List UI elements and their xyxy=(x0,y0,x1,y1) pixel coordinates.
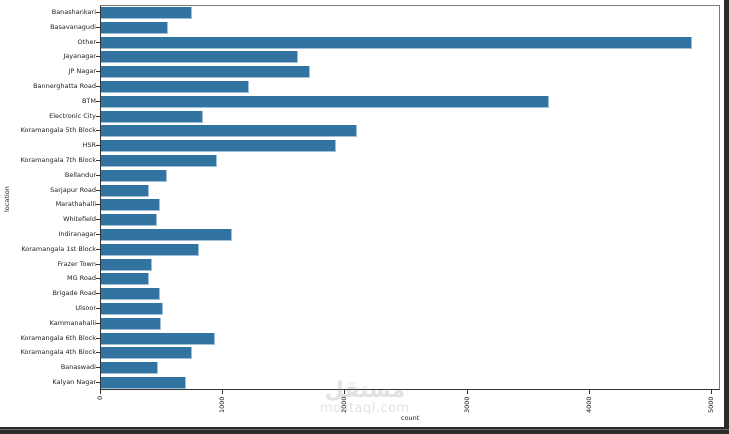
bar xyxy=(101,362,158,375)
bar xyxy=(101,110,204,123)
y-tick-label: Koramangala 5th Block xyxy=(20,126,96,135)
bar xyxy=(101,7,193,19)
y-tick xyxy=(96,337,100,339)
bar xyxy=(101,155,217,167)
y-tick-label: Koramangala 1st Block xyxy=(21,244,96,253)
bar xyxy=(101,21,168,34)
bar xyxy=(101,199,161,212)
x-tick xyxy=(344,390,346,394)
y-tick-label: Basavanagudi xyxy=(50,22,96,31)
bar xyxy=(101,258,152,271)
y-tick-label: HSR xyxy=(82,141,96,150)
x-axis-title: count xyxy=(401,414,420,422)
y-tick xyxy=(96,26,100,28)
bar xyxy=(101,347,193,360)
y-tick xyxy=(96,56,100,58)
y-tick xyxy=(96,86,100,87)
bar xyxy=(101,214,157,227)
y-tick xyxy=(96,130,100,132)
bar xyxy=(101,140,336,153)
y-tick-label: Koramangala 7th Block xyxy=(20,156,96,164)
y-tick-label: Koramangala 4th Block xyxy=(20,348,96,357)
bar xyxy=(101,377,187,389)
y-tick-label: Whitefield xyxy=(63,215,96,224)
bar xyxy=(101,169,167,182)
x-tick-label: 3000 xyxy=(462,396,471,413)
y-tick-label: Indiranagar xyxy=(58,230,96,238)
y-tick-label: MG Road xyxy=(66,274,96,283)
y-tick-label: Koramangala 6th Block xyxy=(20,333,96,342)
bar xyxy=(101,66,310,79)
y-tick xyxy=(96,115,100,117)
x-tick-label: 4000 xyxy=(584,396,593,413)
y-tick-label: Marathahalli xyxy=(55,200,96,209)
y-tick-label: JP Nagar xyxy=(68,67,96,76)
x-tick xyxy=(466,390,468,394)
y-tick xyxy=(96,160,100,161)
y-tick-label: Ulsoor xyxy=(75,304,96,312)
x-tick xyxy=(100,390,101,394)
x-tick xyxy=(588,390,590,394)
bar xyxy=(101,51,298,64)
y-tick-label: BTM xyxy=(81,96,96,105)
y-tick-label: Banaswadi xyxy=(60,363,96,372)
y-tick-label: Jayanagar xyxy=(63,52,96,61)
y-axis-title: location xyxy=(3,186,11,212)
y-tick xyxy=(96,12,100,13)
plot-area xyxy=(100,5,720,390)
y-tick xyxy=(96,263,100,265)
bar xyxy=(101,184,150,197)
bar xyxy=(101,243,199,256)
y-tick xyxy=(96,174,100,176)
y-tick xyxy=(96,308,100,309)
bar xyxy=(101,273,150,286)
x-tick xyxy=(711,390,712,394)
y-tick-label: Frazer Town xyxy=(57,259,96,268)
y-tick xyxy=(96,382,100,383)
y-tick xyxy=(96,204,100,206)
bar xyxy=(101,95,549,108)
y-tick xyxy=(96,293,100,295)
y-tick xyxy=(96,100,100,102)
bar xyxy=(101,303,163,315)
bar xyxy=(101,36,692,49)
watermark-latin: mostaql.com xyxy=(320,401,410,416)
bar xyxy=(101,125,357,138)
bar xyxy=(101,288,161,301)
y-tick-label: Banashankari xyxy=(51,8,96,16)
y-tick xyxy=(96,145,100,147)
y-tick-label: Sarjapur Road xyxy=(50,185,96,194)
y-tick xyxy=(96,322,100,324)
window-edge-bottom xyxy=(0,427,729,434)
y-tick-label: Kalyan Nagar xyxy=(52,378,96,386)
y-tick xyxy=(96,219,100,221)
bar xyxy=(101,317,161,330)
y-tick xyxy=(96,278,100,280)
bar xyxy=(101,332,215,345)
y-tick-label: Kammanahalli xyxy=(49,318,96,327)
x-tick-label: 1000 xyxy=(218,396,227,413)
y-tick xyxy=(96,367,100,369)
y-tick-label: Bellandur xyxy=(64,170,96,179)
x-tick-label: 0 xyxy=(96,396,104,401)
y-tick xyxy=(96,71,100,73)
x-tick-label: 2000 xyxy=(340,396,349,413)
y-tick-label: Bannerghatta Road xyxy=(33,82,96,90)
y-tick xyxy=(96,189,100,191)
window-edge-right xyxy=(724,0,729,434)
y-tick xyxy=(96,41,100,43)
y-tick xyxy=(96,234,100,235)
y-tick xyxy=(96,248,100,250)
y-tick-label: Brigade Road xyxy=(52,289,96,298)
window-edge-line xyxy=(0,429,729,430)
bar xyxy=(101,81,249,93)
y-tick-label: Other xyxy=(77,37,96,46)
y-tick-label: Electronic City xyxy=(49,111,96,120)
x-tick xyxy=(222,390,224,394)
x-tick-label: 5000 xyxy=(707,396,715,413)
bar xyxy=(101,229,232,241)
y-tick xyxy=(96,352,100,354)
